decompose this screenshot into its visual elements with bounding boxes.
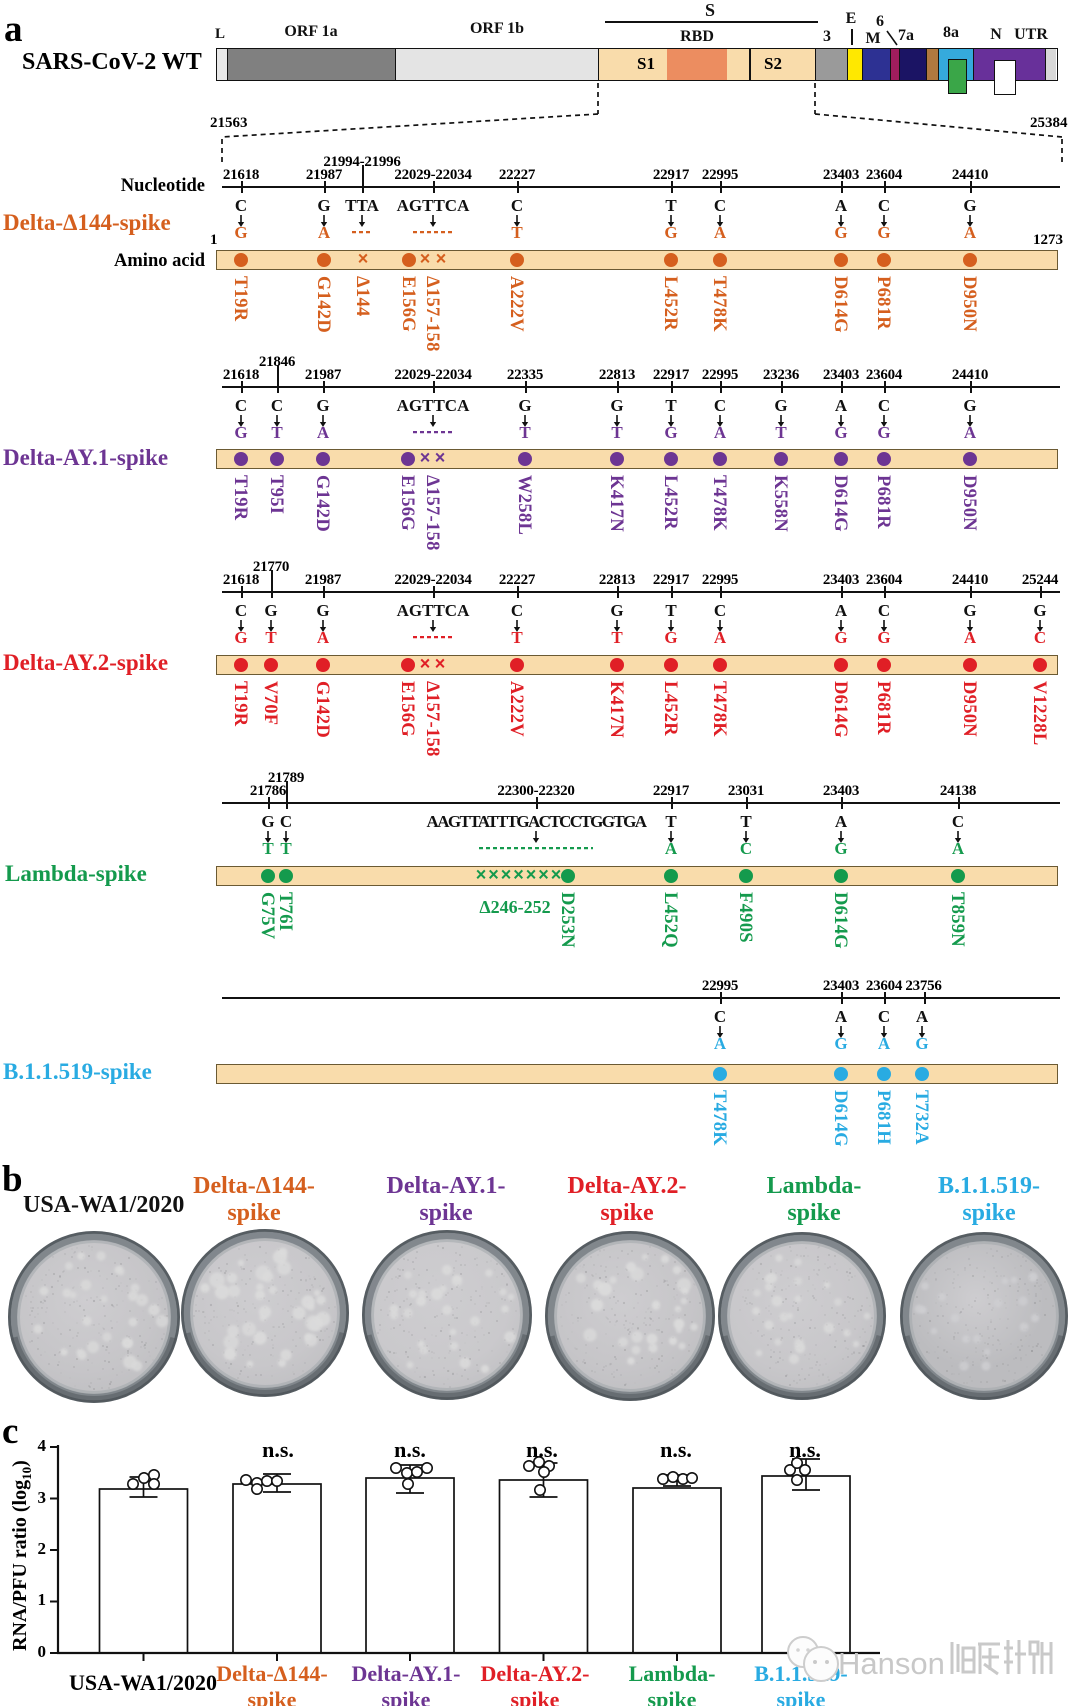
svg-text:Hanson: Hanson xyxy=(838,1646,945,1681)
